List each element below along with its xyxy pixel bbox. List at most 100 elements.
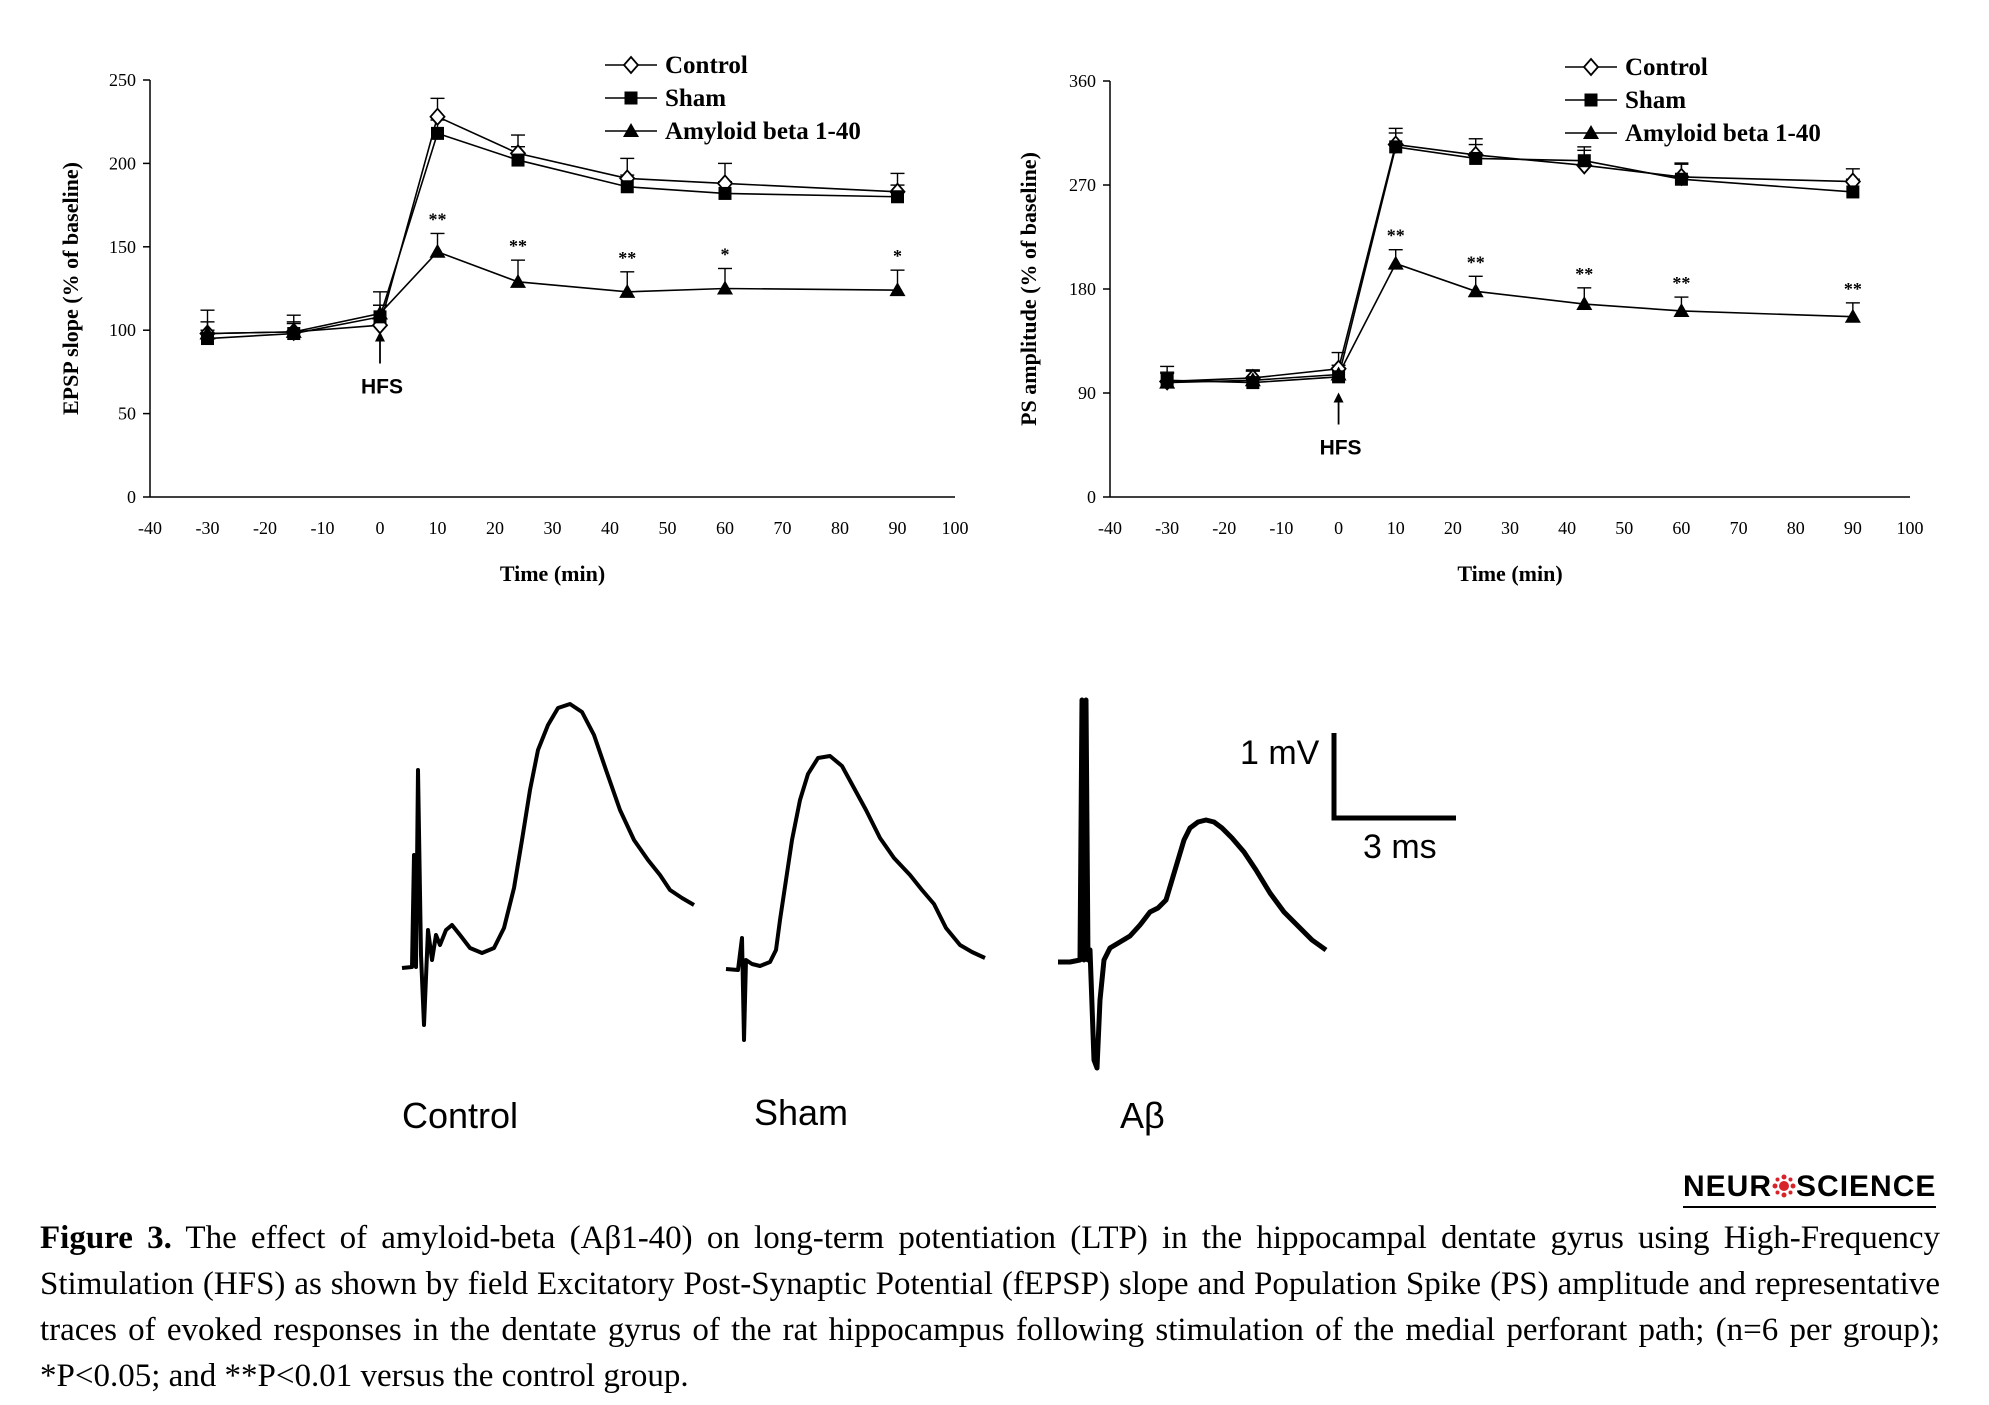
y-tick-label: 360 bbox=[1069, 71, 1096, 91]
data-point-open-diamond bbox=[429, 107, 446, 127]
x-tick-label: -10 bbox=[311, 518, 335, 538]
caption-label: Figure 3. bbox=[40, 1220, 172, 1256]
data-point-filled-square bbox=[511, 153, 525, 167]
data-point-filled-triangle bbox=[619, 283, 636, 298]
x-tick-label: 30 bbox=[544, 518, 562, 538]
chart-panel-ps: 0 90 180 270 360 -40 -30 -20 -10 0 10 20 30 40 50 60 70 8… bbox=[1016, 54, 1924, 586]
significance-marker: ** bbox=[1467, 252, 1485, 272]
data-point-filled-square bbox=[891, 190, 904, 204]
data-point-filled-triangle bbox=[717, 280, 733, 295]
x-tick-label: 40 bbox=[1558, 518, 1576, 538]
x-tick-label: 10 bbox=[1387, 518, 1405, 538]
legend-label: Amyloid beta 1-40 bbox=[665, 118, 861, 145]
legend-label: Sham bbox=[665, 85, 726, 112]
series-line-1 bbox=[207, 132, 898, 340]
significance-marker: ** bbox=[618, 248, 636, 268]
data-point-filled-square bbox=[431, 126, 444, 140]
scale-bar-time-label: 3 ms bbox=[1363, 828, 1437, 866]
y-tick-label: 250 bbox=[109, 70, 136, 90]
data-point-filled-triangle bbox=[1244, 372, 1261, 387]
x-tick-label: -40 bbox=[1098, 518, 1122, 538]
legend-label: Amyloid beta 1-40 bbox=[1625, 120, 1821, 147]
data-point-filled-triangle bbox=[199, 325, 216, 340]
traces-svg bbox=[401, 697, 1456, 1071]
chart-panel-epsp: 0 50 100 150 200 250 -40 -30 -20 -10 0 10 20 30 40 50 60… bbox=[58, 52, 969, 586]
trace-label-abeta: Aβ bbox=[1120, 1095, 1165, 1136]
legend-marker-filled-triangle bbox=[1583, 125, 1599, 139]
x-tick-label: 0 bbox=[376, 518, 385, 538]
scale-bar-voltage-label: 1 mV bbox=[1240, 734, 1320, 772]
legend-marker-filled-square bbox=[624, 91, 638, 105]
x-tick-label: 90 bbox=[1844, 518, 1862, 538]
data-point-filled-triangle bbox=[1330, 366, 1347, 381]
x-axis-label: Time (min) bbox=[1457, 561, 1562, 586]
legend-marker-open-diamond bbox=[622, 55, 640, 75]
data-point-filled-square bbox=[1469, 151, 1483, 165]
x-tick-label: 50 bbox=[1615, 518, 1633, 538]
data-point-filled-triangle bbox=[1387, 255, 1404, 270]
journal-logo: NEUR SCIENCE bbox=[1683, 1170, 1937, 1208]
x-tick-label: 40 bbox=[601, 518, 619, 538]
control-trace bbox=[401, 702, 696, 1027]
x-tick-label: 70 bbox=[774, 518, 792, 538]
x-tick-label: 80 bbox=[1787, 518, 1805, 538]
legend-marker-filled-square bbox=[1584, 93, 1598, 107]
caption-text: The effect of amyloid-beta (Aβ1-40) on l… bbox=[40, 1220, 1940, 1394]
series-line-2 bbox=[207, 250, 898, 335]
y-tick-label: 50 bbox=[118, 404, 136, 424]
journal-logo-right: SCIENCE bbox=[1796, 1170, 1937, 1203]
scale-bar bbox=[1331, 733, 1456, 821]
series-line-1 bbox=[1167, 145, 1853, 384]
trace-label-sham: Sham bbox=[754, 1092, 849, 1133]
data-point-filled-triangle bbox=[1576, 296, 1593, 311]
x-tick-label: 0 bbox=[1334, 518, 1343, 538]
hfs-label: HFS bbox=[361, 376, 403, 399]
significance-marker: ** bbox=[1844, 279, 1862, 299]
y-tick-label: 150 bbox=[109, 237, 136, 257]
x-tick-label: 90 bbox=[889, 518, 907, 538]
legend-marker-open-diamond bbox=[1582, 57, 1600, 77]
abeta-trace bbox=[1058, 697, 1328, 1071]
data-point-filled-triangle bbox=[285, 323, 302, 338]
x-tick-label: -20 bbox=[1212, 518, 1236, 538]
significance-marker: ** bbox=[1387, 226, 1405, 246]
y-tick-label: 90 bbox=[1078, 383, 1096, 403]
x-tick-label: 60 bbox=[716, 518, 734, 538]
data-point-filled-triangle bbox=[1159, 374, 1176, 389]
x-tick-label: 50 bbox=[659, 518, 677, 538]
data-point-filled-triangle bbox=[1673, 302, 1690, 317]
significance-marker: ** bbox=[429, 209, 447, 229]
x-tick-label: -20 bbox=[253, 518, 277, 538]
data-point-filled-triangle bbox=[429, 243, 446, 258]
data-point-filled-square bbox=[1846, 185, 1860, 199]
legend-label: Control bbox=[1625, 54, 1708, 81]
y-axis-label: PS amplitude (% of baseline) bbox=[1016, 152, 1041, 426]
y-tick-label: 180 bbox=[1069, 279, 1096, 299]
data-point-filled-square bbox=[1389, 140, 1403, 154]
y-tick-label: 0 bbox=[1087, 487, 1096, 507]
x-tick-label: 20 bbox=[486, 518, 504, 538]
x-tick-label: 60 bbox=[1672, 518, 1690, 538]
series-line-0 bbox=[1167, 143, 1853, 383]
x-tick-label: -10 bbox=[1269, 518, 1293, 538]
figure-caption: Figure 3. The effect of amyloid-beta (Aβ… bbox=[40, 1215, 1940, 1399]
x-tick-label: 80 bbox=[831, 518, 849, 538]
neuron-logo-icon bbox=[1772, 1172, 1796, 1198]
data-point-filled-triangle bbox=[372, 305, 388, 320]
hfs-label: HFS bbox=[1320, 437, 1362, 460]
y-axis-label: EPSP slope (% of baseline) bbox=[58, 162, 83, 415]
data-point-filled-triangle bbox=[889, 282, 906, 297]
data-point-filled-square bbox=[1577, 154, 1591, 168]
x-axis-label: Time (min) bbox=[500, 561, 605, 586]
x-tick-label: 100 bbox=[1897, 518, 1924, 538]
y-tick-label: 270 bbox=[1069, 175, 1096, 195]
data-point-filled-square bbox=[718, 186, 732, 200]
data-point-filled-square bbox=[1674, 172, 1688, 186]
legend-label: Control bbox=[665, 52, 748, 79]
x-tick-label: 30 bbox=[1501, 518, 1519, 538]
data-point-filled-triangle bbox=[510, 273, 526, 288]
x-tick-label: -40 bbox=[138, 518, 162, 538]
data-point-filled-square bbox=[620, 180, 634, 194]
hfs-arrow-head bbox=[375, 331, 385, 342]
